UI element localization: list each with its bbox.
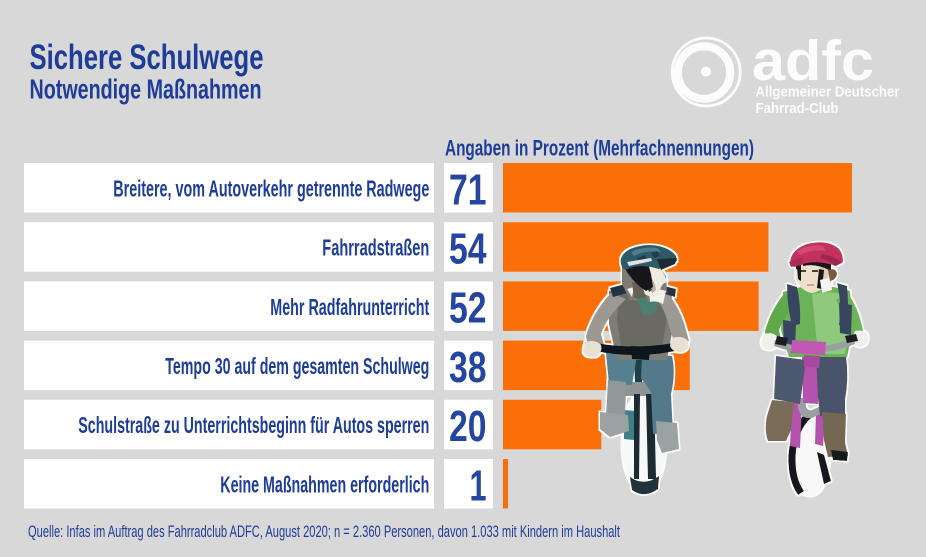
- svg-text:Tempo 30 auf dem gesamten Schu: Tempo 30 auf dem gesamten Schulweg: [165, 353, 429, 379]
- svg-text:Breitere, vom Autoverkehr getr: Breitere, vom Autoverkehr getrennte Radw…: [113, 175, 429, 201]
- svg-text:Angaben in Prozent (Mehrfachne: Angaben in Prozent (Mehrfachnennungen): [445, 135, 754, 160]
- svg-text:Allgemeiner Deutscher: Allgemeiner Deutscher: [756, 85, 900, 101]
- svg-text:Schulstraße zu Unterrichtsbegi: Schulstraße zu Unterrichtsbeginn für Aut…: [78, 412, 429, 438]
- svg-text:Keine Maßnahmen erforderlich: Keine Maßnahmen erforderlich: [220, 471, 429, 497]
- svg-text:Fahrrad-Club: Fahrrad-Club: [756, 101, 839, 117]
- svg-text:Mehr Radfahrunterricht: Mehr Radfahrunterricht: [270, 294, 429, 320]
- svg-text:Fahrradstraßen: Fahrradstraßen: [322, 235, 429, 261]
- svg-text:38: 38: [449, 343, 487, 392]
- svg-text:Quelle: Infas im Auftrag des F: Quelle: Infas im Auftrag des Fahrradclub…: [28, 523, 620, 541]
- svg-text:Sichere Schulwege: Sichere Schulwege: [30, 38, 264, 77]
- svg-text:adfc: adfc: [752, 29, 874, 93]
- svg-text:1: 1: [470, 461, 487, 510]
- svg-text:54: 54: [449, 225, 487, 274]
- svg-text:20: 20: [449, 402, 487, 451]
- svg-text:52: 52: [449, 284, 487, 333]
- svg-text:71: 71: [449, 165, 487, 214]
- svg-text:Notwendige Maßnahmen: Notwendige Maßnahmen: [30, 74, 262, 105]
